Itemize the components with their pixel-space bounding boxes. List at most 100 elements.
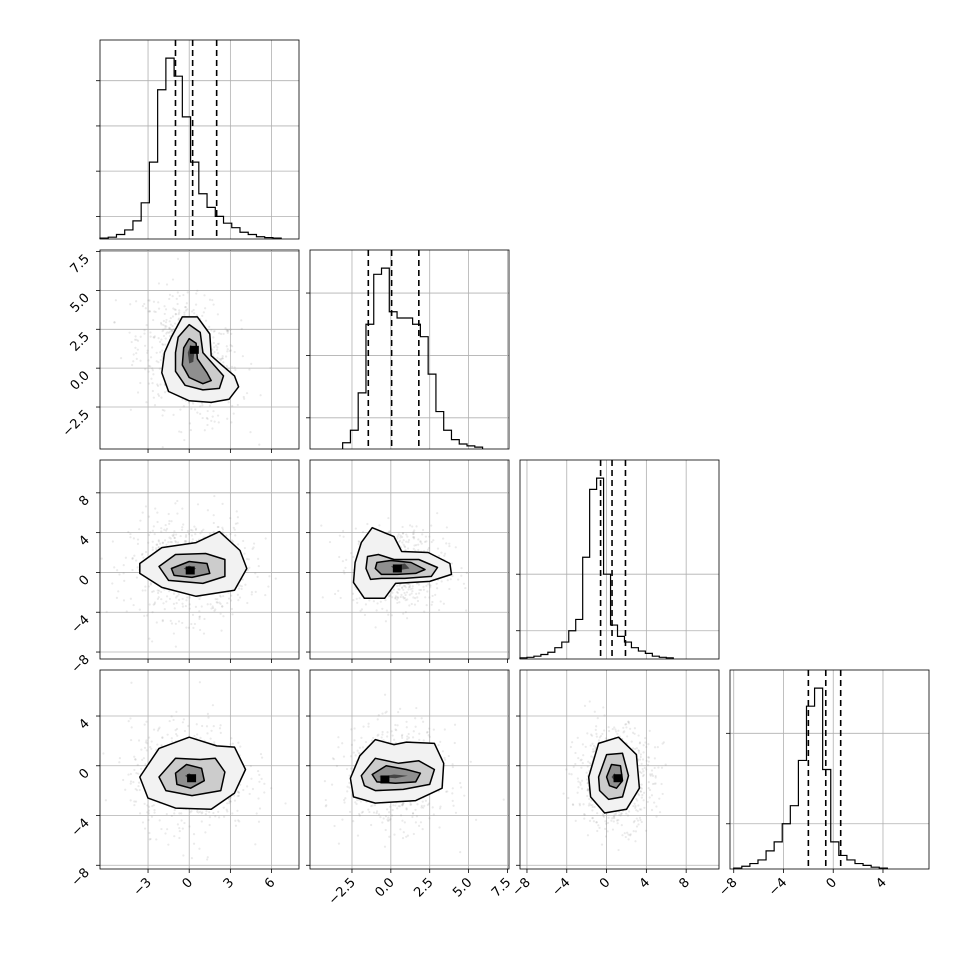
scatter-point	[441, 750, 444, 753]
density-panel-2-1	[306, 459, 510, 663]
scatter-point	[641, 767, 644, 771]
scatter-point	[150, 815, 154, 818]
scatter-point	[158, 367, 161, 370]
panel-content	[102, 681, 287, 861]
scatter-point	[199, 405, 202, 408]
scatter-point	[375, 812, 378, 815]
scatter-point	[138, 788, 141, 792]
scatter-point	[165, 812, 168, 816]
scatter-point	[164, 308, 168, 311]
scatter-point	[157, 539, 160, 542]
scatter-point	[442, 537, 445, 540]
scatter-point	[161, 408, 164, 412]
scatter-point	[393, 738, 396, 741]
scatter-point	[178, 430, 181, 433]
scatter-point	[430, 540, 433, 544]
scatter-point	[229, 800, 232, 803]
scatter-point	[254, 843, 257, 846]
scatter-point	[152, 525, 155, 528]
scatter-point	[417, 538, 420, 541]
scatter-point	[146, 811, 149, 814]
scatter-point	[397, 804, 400, 808]
scatter-point	[585, 778, 589, 781]
x-tick-label: 0	[180, 875, 196, 891]
scatter-point	[225, 330, 229, 333]
panel-content	[100, 257, 272, 449]
scatter-point	[587, 760, 590, 763]
scatter-point	[160, 598, 163, 601]
scatter-point	[231, 742, 234, 745]
scatter-point	[150, 740, 153, 743]
scatter-point	[388, 818, 391, 822]
scatter-point	[417, 543, 420, 546]
scatter-point	[181, 721, 184, 724]
scatter-point	[198, 681, 201, 684]
scatter-point	[241, 578, 244, 581]
scatter-point	[231, 812, 234, 815]
scatter-point	[119, 356, 123, 360]
scatter-point	[439, 740, 442, 743]
scatter-point	[423, 610, 426, 613]
scatter-point	[151, 346, 154, 349]
scatter-point	[589, 744, 592, 747]
scatter-point	[345, 767, 349, 771]
scatter-point	[436, 547, 440, 550]
scatter-point	[118, 761, 121, 764]
scatter-point	[171, 294, 174, 298]
scatter-point	[355, 802, 358, 806]
scatter-point	[161, 620, 164, 623]
x-tick-label: −8	[510, 875, 534, 899]
scatter-point	[133, 768, 136, 772]
scatter-point	[574, 751, 577, 755]
scatter-point	[359, 609, 362, 612]
scatter-point	[128, 331, 131, 334]
scatter-point	[196, 503, 200, 506]
scatter-point	[151, 804, 154, 808]
scatter-point	[160, 396, 163, 399]
scatter-point	[184, 540, 187, 543]
scatter-point	[637, 749, 640, 752]
scatter-point	[155, 543, 159, 546]
scatter-point	[649, 774, 652, 777]
scatter-point	[250, 777, 253, 780]
scatter-point	[147, 812, 151, 815]
scatter-point	[130, 340, 133, 344]
scatter-point	[139, 359, 142, 362]
density-peak	[187, 774, 197, 783]
scatter-point	[344, 566, 347, 569]
scatter-point	[367, 808, 370, 811]
scatter-point	[400, 734, 404, 738]
scatter-point	[222, 332, 225, 336]
scatter-point	[157, 361, 160, 364]
scatter-point	[420, 804, 423, 807]
scatter-point	[380, 736, 383, 739]
scatter-point	[401, 532, 405, 535]
panel-content	[320, 512, 468, 629]
scatter-point	[454, 811, 458, 814]
scatter-point	[333, 824, 336, 828]
scatter-point	[579, 759, 582, 762]
scatter-point	[230, 607, 234, 611]
scatter-point	[147, 364, 151, 367]
scatter-point	[144, 741, 147, 744]
scatter-point	[226, 348, 229, 351]
scatter-point	[149, 365, 152, 368]
scatter-point	[143, 827, 147, 830]
scatter-point	[588, 700, 591, 703]
scatter-point	[633, 819, 636, 823]
scatter-point	[595, 732, 598, 735]
scatter-point	[162, 334, 166, 338]
scatter-point	[147, 299, 150, 302]
scatter-point	[151, 381, 154, 385]
scatter-point	[617, 848, 620, 852]
scatter-point	[189, 811, 192, 814]
scatter-point	[159, 351, 162, 354]
scatter-point	[247, 558, 250, 561]
scatter-point	[405, 720, 408, 723]
scatter-point	[436, 587, 439, 590]
scatter-point	[227, 401, 230, 404]
scatter-point	[152, 396, 155, 399]
scatter-point	[122, 599, 126, 602]
scatter-point	[586, 765, 589, 768]
scatter-point	[218, 358, 221, 361]
